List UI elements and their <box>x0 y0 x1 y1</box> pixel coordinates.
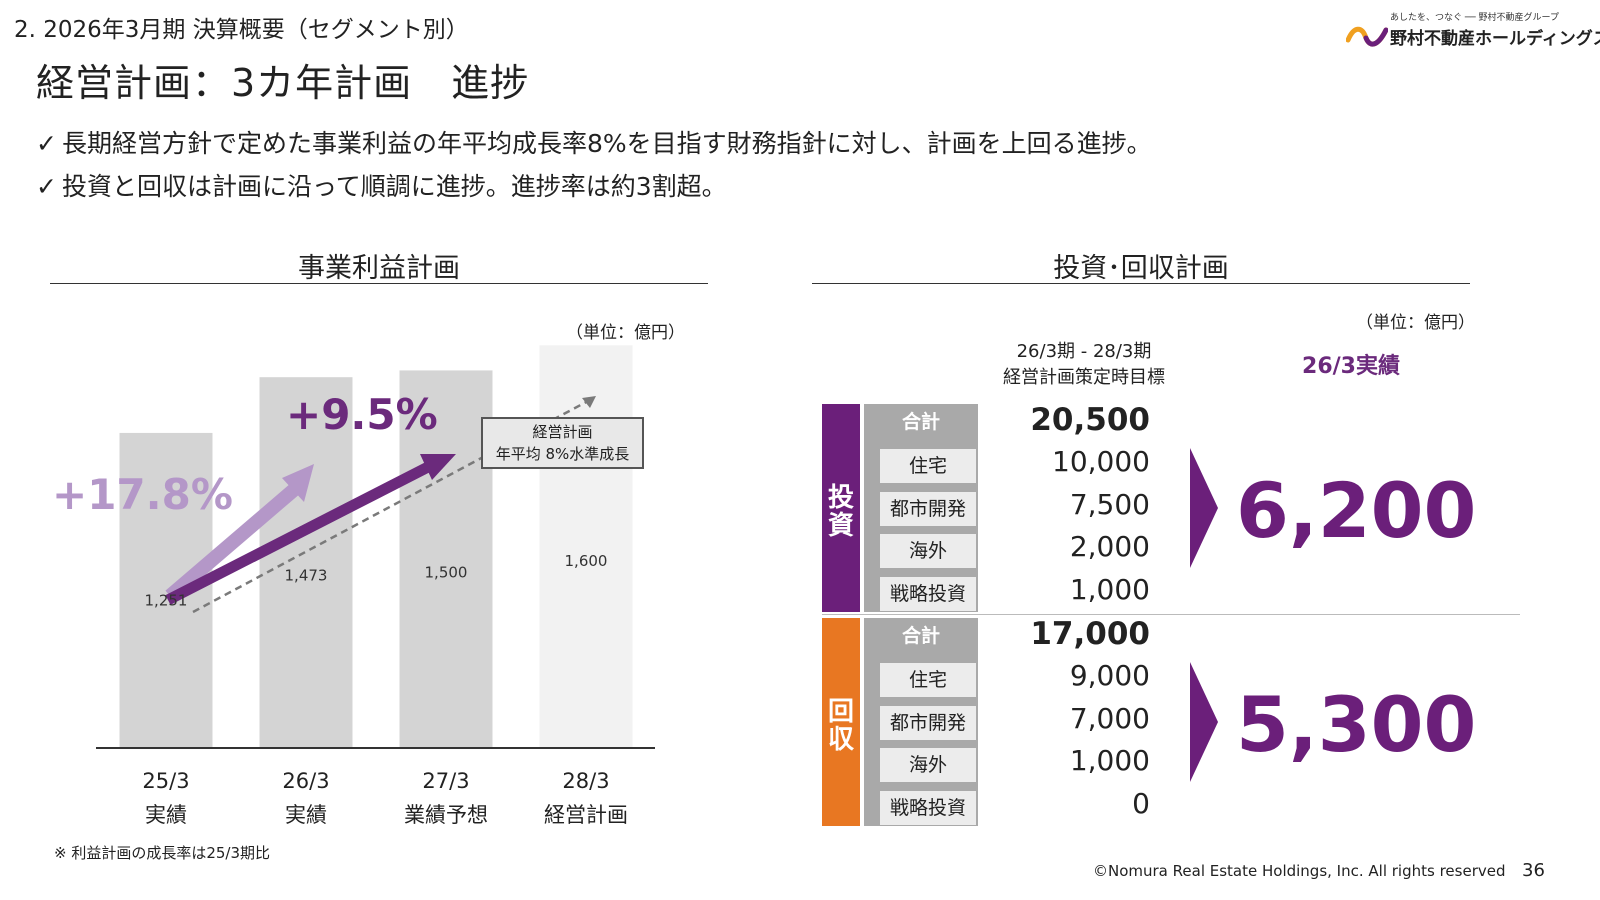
copyright: ©Nomura Real Estate Holdings, Inc. All r… <box>1093 862 1506 880</box>
category-label: 28/3 <box>562 769 609 793</box>
target-column-header-line1: 26/3期 - 28/3期 <box>1016 341 1152 362</box>
row-value: 1,000 <box>1069 744 1150 777</box>
plan-callout-line1: 経営計画 <box>532 423 593 441</box>
row-label: 都市開発 <box>880 706 976 740</box>
page-title: 経営計画：3カ年計画 進捗 <box>36 61 530 105</box>
row-label: 住宅 <box>880 449 976 483</box>
row-label-total: 合計 <box>864 404 978 440</box>
category-label: 27/3 <box>422 769 469 793</box>
logo-tagline: あしたを、つなぐ ── 野村不動産グループ <box>1390 13 1560 23</box>
row-value-total: 17,000 <box>1030 616 1150 652</box>
category-sublabel: 実績 <box>285 803 327 827</box>
row-label: 戦略投資 <box>880 577 976 611</box>
category-label: 26/3 <box>282 769 329 793</box>
recover-actual-value: 5,300 <box>1236 680 1477 769</box>
row-value: 7,500 <box>1069 488 1150 521</box>
row-label-total: 合計 <box>864 618 978 654</box>
growth-rate-27-3: +9.5% <box>286 390 438 439</box>
left-panel-title: 事業利益計画 <box>298 253 460 284</box>
bar-value-label: 1,473 <box>285 567 328 585</box>
growth-arrow-dark <box>165 461 433 605</box>
row-label: 海外 <box>880 534 976 568</box>
row-label: 戦略投資 <box>880 791 976 825</box>
logo-name: 野村不動産ホールディングス <box>1390 29 1600 49</box>
recover-side-label: 回収 <box>827 697 854 755</box>
right-unit-label: （単位：億円） <box>1356 313 1475 333</box>
row-value: 0 <box>1132 787 1150 820</box>
target-column-header-line2: 経営計画策定時目標 <box>1003 367 1165 388</box>
growth-arrowhead-dark-icon <box>420 454 456 480</box>
logo-mark-icon <box>1346 26 1388 47</box>
invest-side-bar: 投資 <box>822 404 860 612</box>
plan-callout-box: 経営計画 年平均 8%水準成長 <box>481 417 644 469</box>
chevron-right-icon <box>1190 448 1218 568</box>
right-panel-rule <box>812 283 1470 284</box>
growth-arrow-light <box>165 482 301 602</box>
page-number: 36 <box>1522 860 1545 881</box>
row-label: 住宅 <box>880 663 976 697</box>
bar-value-label: 1,600 <box>565 552 608 570</box>
actual-column-header: 26/3実績 <box>1302 354 1400 379</box>
growth-arrowhead-light-icon <box>282 464 314 502</box>
company-logo: あしたを、つなぐ ── 野村不動産グループ 野村不動産ホールディングス <box>1346 8 1600 52</box>
recover-side-bar: 回収 <box>822 618 860 826</box>
bar-value-label: 1,500 <box>425 564 468 582</box>
bullet-text: 長期経営方針で定めた事業利益の年平均成長率8%を目指す財務指針に対し、計画を上回… <box>62 129 1152 158</box>
section-divider <box>822 614 1520 615</box>
footnote: ※ 利益計画の成長率は25/3期比 <box>54 844 271 862</box>
business-profit-chart: 1,251 25/3 実績 1,473 26/3 実績 1,500 27/3 業績予想 1,600… <box>96 345 655 827</box>
bullet-text: 投資と回収は計画に沿って順調に進捗。進捗率は約3割超。 <box>62 172 727 201</box>
left-panel-rule <box>50 283 708 284</box>
bullet-item: ✓ 投資と回収は計画に沿って順調に進捗。進捗率は約3割超。 <box>36 167 727 203</box>
growth-rate-26-3: +17.8% <box>52 470 233 519</box>
section-label: 2. 2026年3月期 決算概要（セグメント別） <box>14 17 469 43</box>
row-value: 10,000 <box>1052 445 1150 478</box>
category-sublabel: 業績予想 <box>404 803 488 827</box>
invest-side-label: 投資 <box>827 483 854 541</box>
row-value-total: 20,500 <box>1030 402 1150 438</box>
category-label: 25/3 <box>142 769 189 793</box>
row-label: 都市開発 <box>880 492 976 526</box>
row-value: 7,000 <box>1069 702 1150 735</box>
row-value: 9,000 <box>1069 659 1150 692</box>
target-column-header: 26/3期 - 28/3期 経営計画策定時目標 <box>984 339 1184 391</box>
left-unit-label: （単位：億円） <box>566 323 685 343</box>
plan-callout-line2: 年平均 8%水準成長 <box>495 445 630 463</box>
bullet-item: ✓ 長期経営方針で定めた事業利益の年平均成長率8%を目指す財務指針に対し、計画を上… <box>36 124 1152 160</box>
row-value: 1,000 <box>1069 573 1150 606</box>
row-value: 2,000 <box>1069 530 1150 563</box>
bar-28-3 <box>539 345 633 747</box>
row-label: 海外 <box>880 748 976 782</box>
check-icon: ✓ <box>36 172 57 201</box>
check-icon: ✓ <box>36 129 57 158</box>
bar-26-3 <box>259 377 353 747</box>
bar-value-label: 1,251 <box>145 592 188 610</box>
category-sublabel: 実績 <box>145 803 187 827</box>
chevron-right-icon <box>1190 662 1218 782</box>
invest-actual-value: 6,200 <box>1236 466 1477 555</box>
bar-27-3 <box>399 370 493 747</box>
right-panel-title: 投資･回収計画 <box>1053 253 1229 284</box>
category-sublabel: 経営計画 <box>544 803 628 827</box>
plan-trend-arrowhead-icon <box>582 396 596 408</box>
